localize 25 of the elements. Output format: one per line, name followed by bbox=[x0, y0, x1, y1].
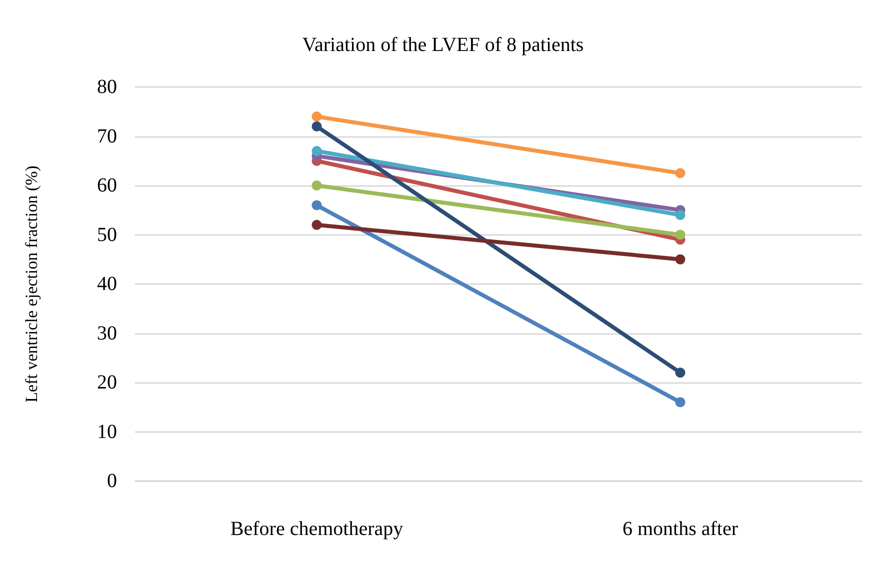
point bbox=[675, 368, 686, 378]
point bbox=[675, 254, 686, 264]
point bbox=[675, 397, 686, 408]
point bbox=[675, 168, 686, 178]
point bbox=[312, 220, 322, 230]
point bbox=[675, 210, 686, 220]
y-tick-label: 0 bbox=[107, 470, 117, 492]
point bbox=[675, 230, 686, 240]
chart-title: Variation of the LVEF of 8 patients bbox=[302, 34, 584, 56]
point bbox=[312, 200, 322, 210]
y-tick-label: 80 bbox=[97, 76, 117, 98]
y-tick-label: 70 bbox=[97, 125, 117, 148]
point bbox=[312, 146, 322, 156]
y-tick-label: 30 bbox=[97, 322, 117, 344]
point bbox=[312, 121, 322, 132]
point bbox=[312, 112, 322, 122]
x-tick-label: 6 months after bbox=[622, 518, 738, 540]
point bbox=[312, 180, 322, 190]
y-tick-label: 50 bbox=[97, 224, 117, 246]
y-tick-label: 20 bbox=[97, 372, 117, 394]
y-tick-label: 60 bbox=[97, 174, 117, 196]
y-tick-label: 40 bbox=[97, 273, 117, 295]
x-tick-label: Before chemotherapy bbox=[230, 518, 404, 540]
y-tick-label: 10 bbox=[97, 420, 117, 443]
y-axis-title: Left ventricle ejection fraction (%) bbox=[22, 166, 41, 402]
